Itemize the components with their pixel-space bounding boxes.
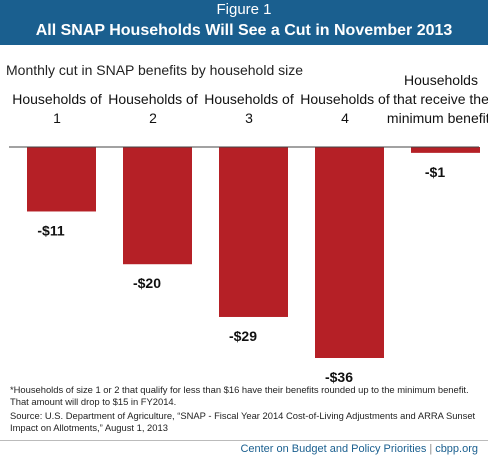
- footer-separator: |: [429, 443, 433, 455]
- bar: [123, 147, 192, 265]
- category-label: Households of: [12, 91, 102, 107]
- footer-org: Center on Budget and Policy Priorities: [240, 443, 427, 455]
- figure-label: Figure 1: [216, 1, 272, 18]
- bar: [27, 147, 96, 212]
- category-label: Households of: [108, 91, 198, 107]
- category-label: 3: [245, 110, 253, 126]
- category-label: 4: [341, 110, 349, 126]
- value-label: -$29: [229, 328, 257, 344]
- category-label: Households: [404, 72, 478, 88]
- value-label: -$36: [325, 369, 353, 385]
- source-note: Source: U.S. Department of Agriculture, …: [10, 410, 476, 433]
- footer-divider: [0, 440, 488, 441]
- bar: [411, 147, 480, 153]
- footer: Center on Budget and Policy Priorities | c…: [240, 443, 478, 455]
- notes: *Households of size 1 or 2 that qualify …: [10, 384, 482, 436]
- category-label: 1: [53, 110, 61, 126]
- category-label: minimum benefit*: [387, 110, 488, 126]
- category-label: Households of: [204, 91, 294, 107]
- bar: [315, 147, 384, 358]
- value-label: -$1: [425, 164, 445, 180]
- chart-subtitle: Monthly cut in SNAP benefits by househol…: [6, 62, 304, 78]
- category-label: that receive the: [393, 91, 488, 107]
- category-label: Households of: [300, 91, 390, 107]
- bar: [219, 147, 288, 317]
- value-label: -$20: [133, 275, 161, 291]
- footer-site: cbpp.org: [435, 443, 478, 455]
- footnote: *Households of size 1 or 2 that qualify …: [10, 384, 469, 407]
- header-band: [0, 0, 488, 45]
- category-label: 2: [149, 110, 157, 126]
- value-label: -$11: [37, 222, 64, 238]
- chart-title: All SNAP Households Will See a Cut in No…: [35, 22, 453, 39]
